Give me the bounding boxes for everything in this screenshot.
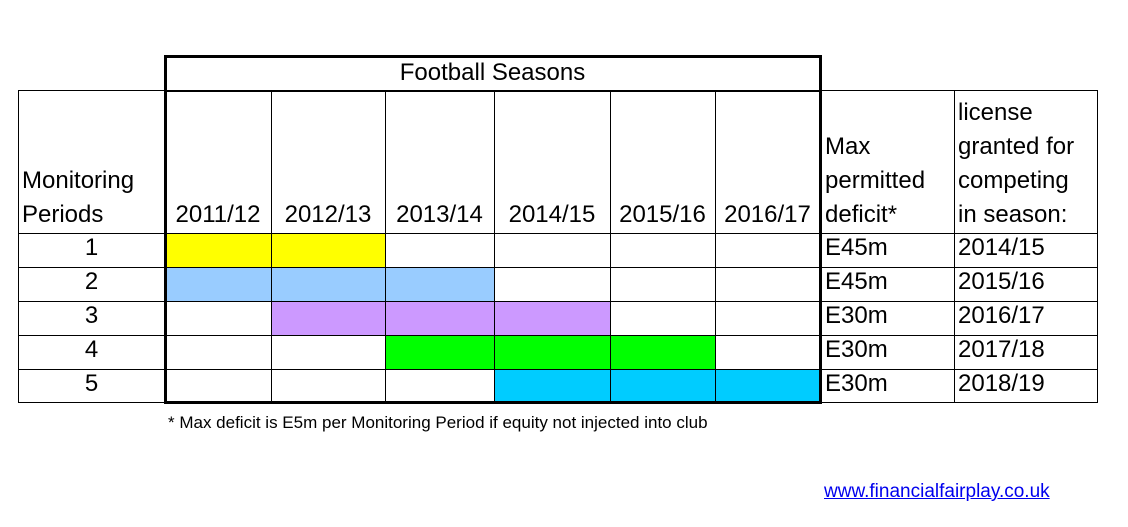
license-header-line1: license [958,99,1033,126]
season-fill-p5-c3 [494,369,610,402]
grid-vline [165,90,166,403]
deficit-header-line2: permitted [825,167,926,194]
season-fill-p2-c1 [271,267,385,301]
license-header-line2: granted for [958,133,1075,160]
season-fill-p3-c1 [271,301,385,335]
license-season-value: 2016/17 [958,302,1045,329]
license-season-value: 2015/16 [958,268,1045,295]
seasons-header-divider [165,90,820,92]
period-number: 2 [84,268,99,295]
season-header-6: 2016/17 [724,201,811,228]
seasons-title: Football Seasons [399,59,586,86]
season-fill-p4-c3 [494,335,610,369]
season-fill-p4-c4 [610,335,715,369]
deficit-header-line3: deficit* [825,201,898,228]
season-fill-p3-c3 [494,301,610,335]
season-header-5: 2015/16 [619,201,706,228]
max-deficit-value: E30m [825,336,888,363]
max-deficit-value: E30m [825,370,888,397]
grid-hline [18,267,1098,268]
grid-hline [18,233,1098,234]
season-fill-p1-c1 [271,233,385,267]
season-fill-p2-c0 [165,267,271,301]
grid-hline [18,402,1098,403]
season-header-1: 2011/12 [175,201,261,228]
source-link[interactable]: www.financialfairplay.co.uk [824,481,1050,502]
max-deficit-value: E45m [825,234,888,261]
season-fill-p3-c2 [385,301,494,335]
license-season-value: 2018/19 [958,370,1045,397]
license-header-line3: competing [958,167,1069,194]
period-number: 5 [84,370,99,397]
grid-hline [18,301,1098,302]
season-header-4: 2014/15 [508,201,596,228]
grid-vline [954,90,955,403]
deficit-header-line1: Max [825,133,871,160]
grid-vline [820,90,821,403]
season-header-3: 2013/14 [396,201,483,228]
grid-hline [18,335,1098,336]
season-fill-p1-c0 [165,233,271,267]
license-season-value: 2017/18 [958,336,1045,363]
season-header-2: 2012/13 [284,201,372,228]
grid-vline [715,90,716,403]
grid-vline [385,90,386,403]
grid-vline [494,90,495,403]
max-deficit-value: E30m [825,302,888,329]
license-season-value: 2014/15 [958,234,1045,261]
max-deficit-value: E45m [825,268,888,295]
monitoring-header-line1: Monitoring [22,167,135,194]
season-fill-p4-c2 [385,335,494,369]
grid-vline [1097,90,1098,403]
period-number: 1 [84,234,99,261]
period-number: 3 [84,302,99,329]
season-fill-p2-c2 [385,267,494,301]
season-fill-p5-c5 [715,369,820,402]
license-header-line4: in season: [958,201,1068,228]
season-fill-p5-c4 [610,369,715,402]
grid-vline [271,90,272,403]
grid-vline [610,90,611,403]
period-number: 4 [84,336,99,363]
monitoring-header-line2: Periods [22,201,104,228]
grid-hline [18,369,1098,370]
grid-vline [18,90,19,403]
footnote: * Max deficit is E5m per Monitoring Peri… [168,413,708,432]
